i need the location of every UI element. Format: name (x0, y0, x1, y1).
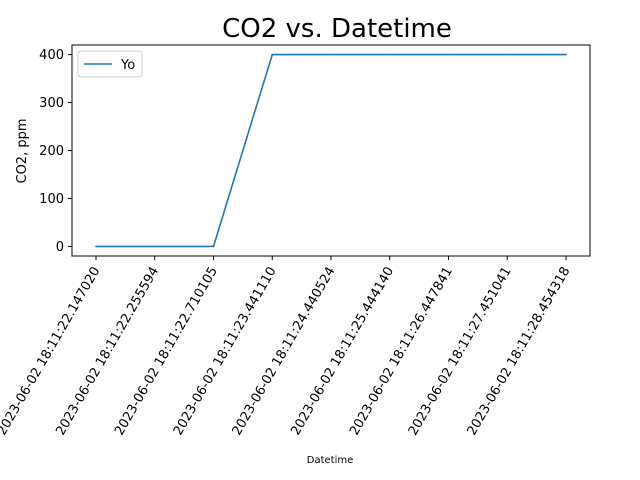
data-point (271, 53, 274, 56)
y-axis-label: CO2, ppm (15, 118, 30, 183)
x-tick-label: 2023-06-02 18:11:24.440524 (230, 265, 339, 439)
series-line-Yo (96, 53, 566, 248)
data-point (212, 245, 215, 248)
x-tick-label: 2023-06-02 18:11:22.147020 (0, 265, 103, 439)
data-point (330, 53, 332, 56)
data-point (565, 53, 567, 56)
legend-label: Yo (120, 58, 135, 73)
y-tick-label: 300 (39, 96, 64, 111)
x-tick-label: 2023-06-02 18:11:22.255594 (53, 265, 162, 439)
y-tick-label: 200 (39, 144, 64, 159)
data-point (388, 53, 391, 56)
x-tick-label: 2023-06-02 18:11:27.451041 (406, 265, 515, 439)
axes-frame (71, 44, 591, 257)
data-point (447, 53, 450, 56)
data-point (95, 245, 97, 248)
x-tick-label: 2023-06-02 18:11:25.444140 (288, 265, 397, 439)
data-point (506, 53, 509, 56)
x-tick-label: 2023-06-02 18:11:22.710105 (112, 265, 221, 439)
x-tick-label: 2023-06-02 18:11:28.454318 (465, 265, 574, 439)
y-tick-label: 400 (39, 48, 64, 63)
x-tick-label: 2023-06-02 18:11:23.441110 (171, 265, 280, 439)
y-tick-label: 0 (56, 240, 64, 255)
x-tick-label: 2023-06-02 18:11:26.447841 (347, 265, 456, 439)
x-axis-label: Datetime (307, 455, 354, 466)
legend: Yo (77, 50, 143, 78)
y-tick-label: 100 (39, 192, 64, 207)
chart-title: CO2 vs. Datetime (222, 14, 452, 44)
data-point (153, 245, 156, 248)
